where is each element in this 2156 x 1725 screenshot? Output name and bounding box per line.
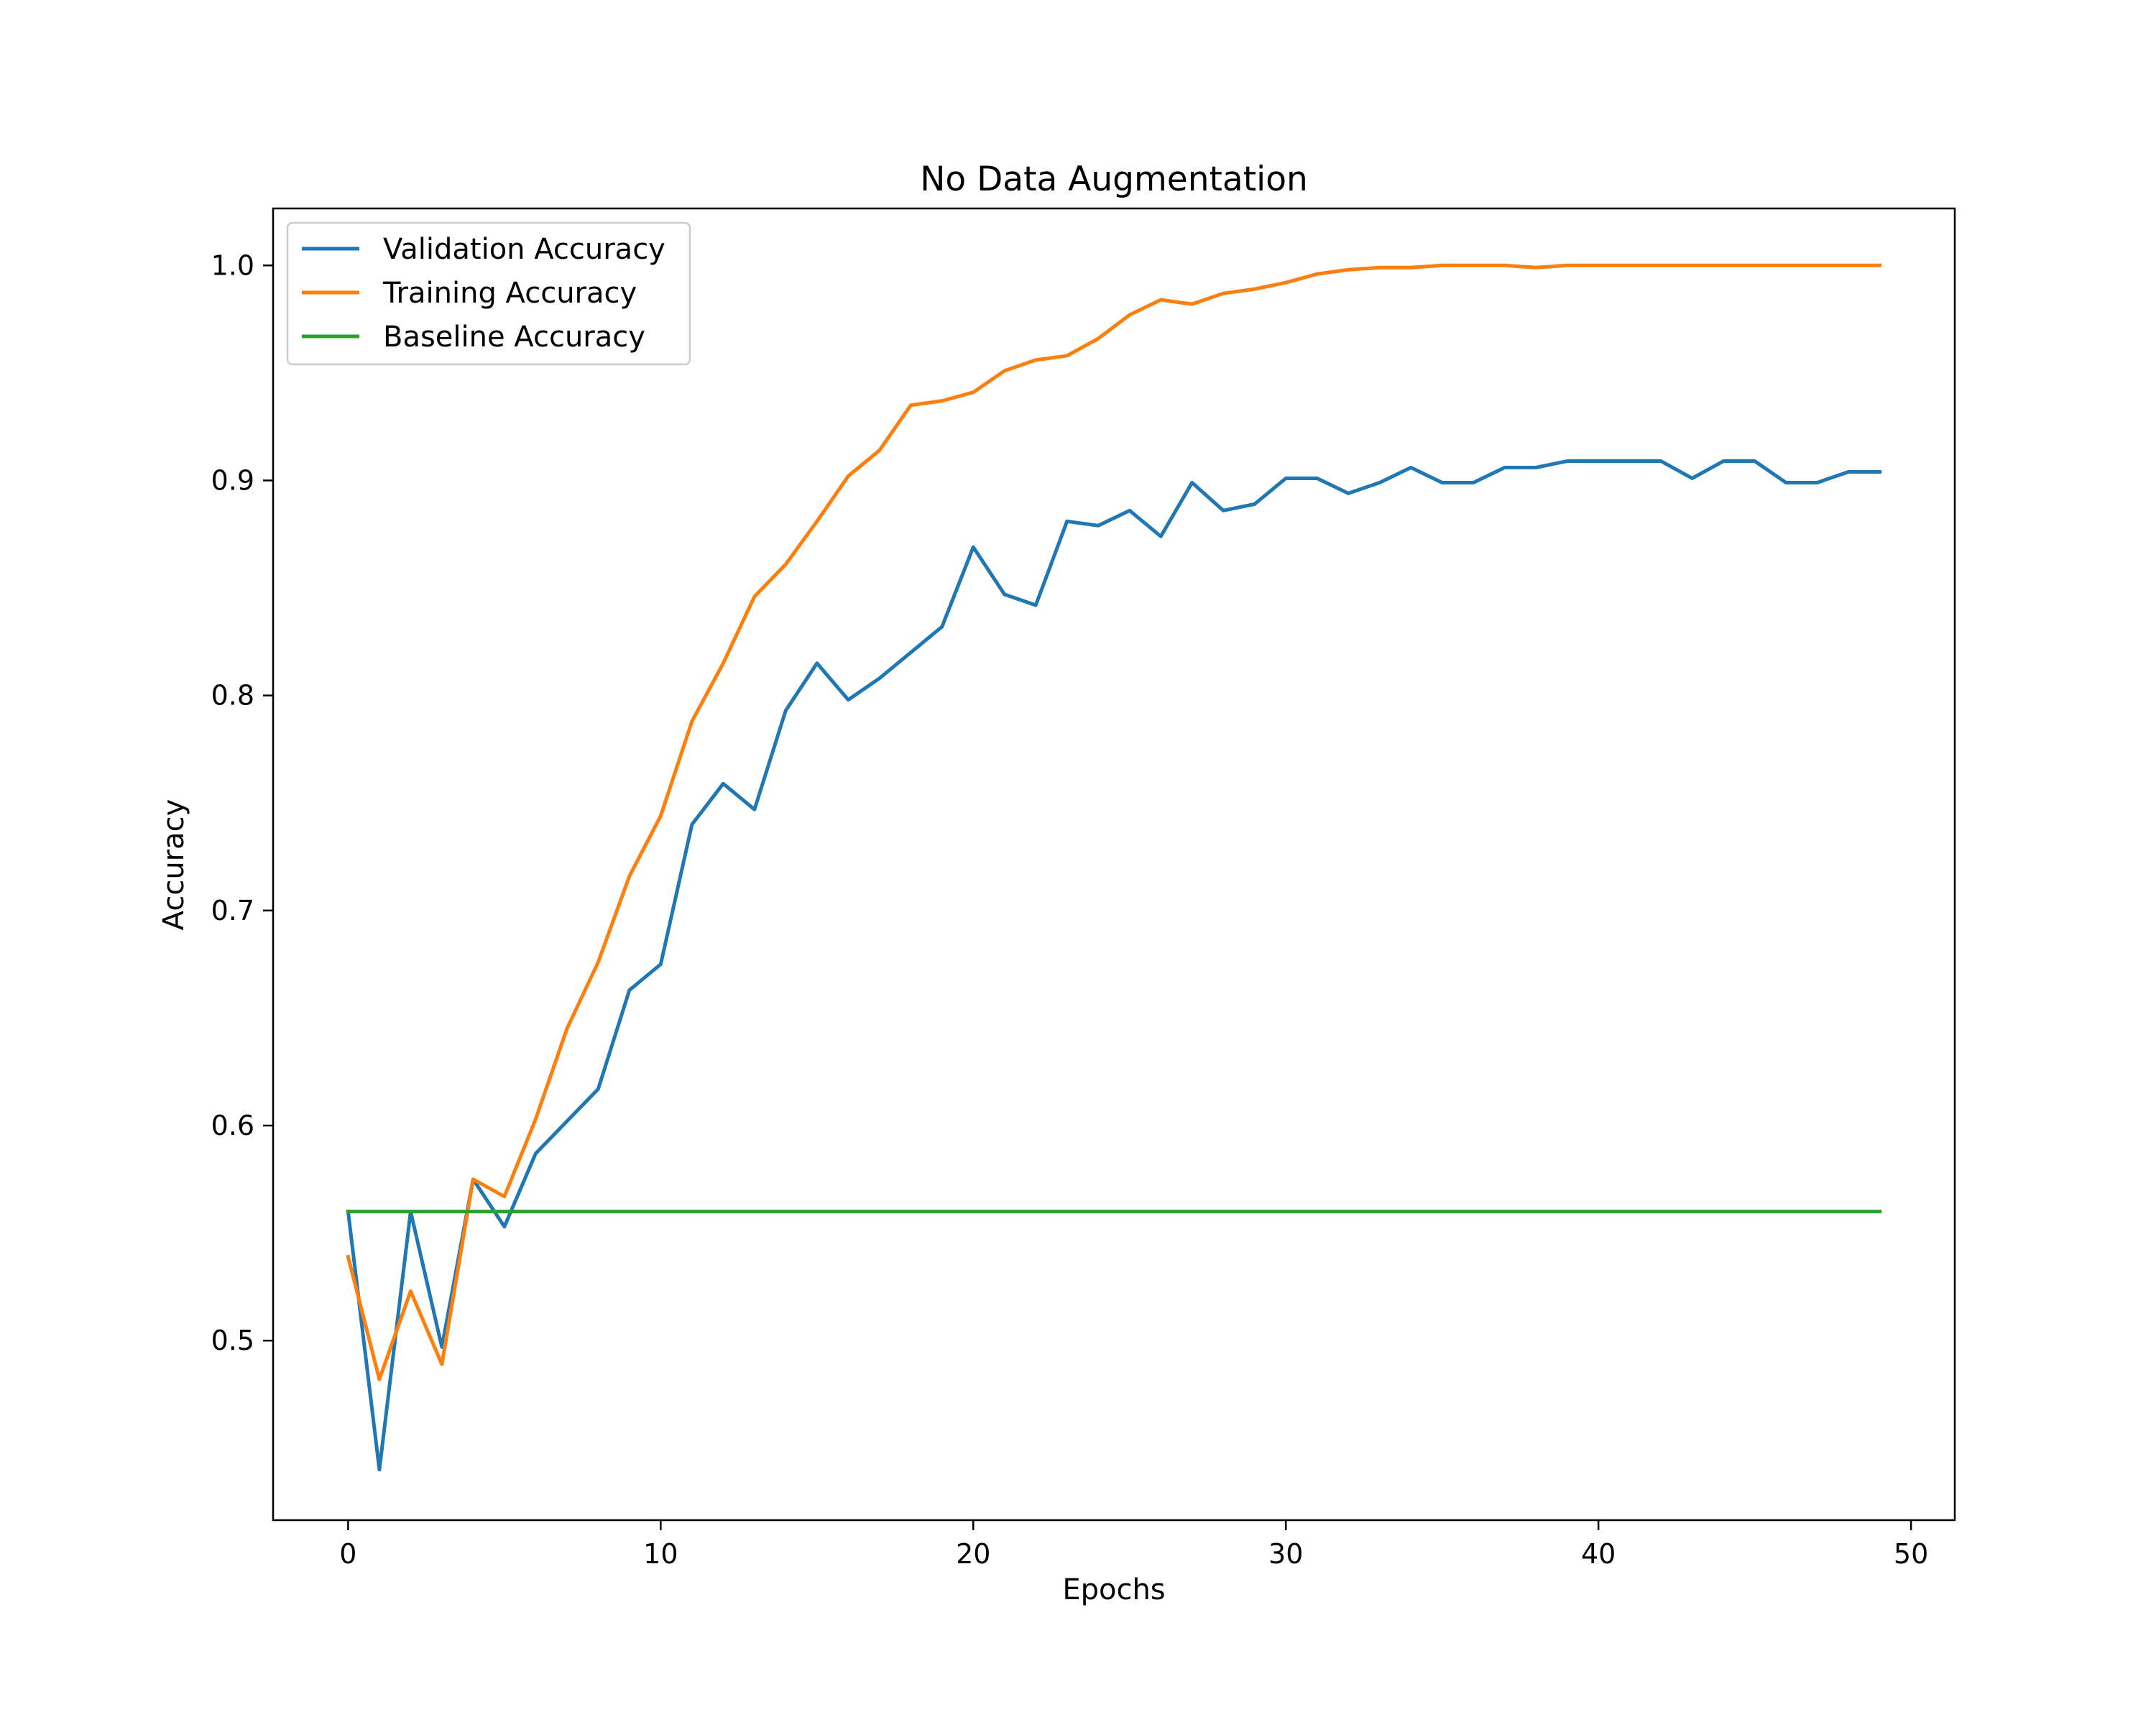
y-tick-label: 0.5 bbox=[211, 1325, 254, 1356]
chart-title: No Data Augmentation bbox=[920, 160, 1308, 199]
y-axis: 0.5 0.6 0.7 0.8 0.9 1.0 bbox=[211, 249, 273, 1356]
x-tick-label: 0 bbox=[339, 1538, 356, 1570]
x-tick-label: 20 bbox=[956, 1538, 990, 1570]
y-tick-label: 0.8 bbox=[211, 680, 254, 712]
x-axis-label: Epochs bbox=[1062, 1573, 1165, 1606]
legend: Validation Accuracy Training Accuracy Base… bbox=[286, 221, 691, 366]
legend-label-3: Baseline Accuracy bbox=[383, 321, 645, 354]
y-axis-label: Accuracy bbox=[157, 799, 190, 931]
x-tick-label: 40 bbox=[1581, 1538, 1616, 1570]
y-tick-label: 0.9 bbox=[211, 464, 254, 496]
legend-box bbox=[286, 221, 691, 366]
x-axis: 0 10 20 30 40 50 bbox=[339, 1520, 1928, 1570]
legend-label-2: Training Accuracy bbox=[382, 277, 637, 310]
y-tick-label: 0.7 bbox=[211, 895, 254, 926]
legend-label-1: Validation Accuracy bbox=[383, 233, 665, 266]
plot-area bbox=[346, 263, 1882, 1472]
x-tick-label: 10 bbox=[643, 1538, 678, 1570]
series-line-1 bbox=[346, 459, 1882, 1472]
y-tick-label: 0.6 bbox=[211, 1110, 254, 1141]
y-tick-label: 1.0 bbox=[211, 249, 254, 281]
axes-frame bbox=[272, 207, 1956, 1522]
x-tick-label: 50 bbox=[1894, 1538, 1928, 1570]
x-tick-label: 30 bbox=[1268, 1538, 1303, 1570]
series-line-2 bbox=[346, 263, 1882, 1381]
